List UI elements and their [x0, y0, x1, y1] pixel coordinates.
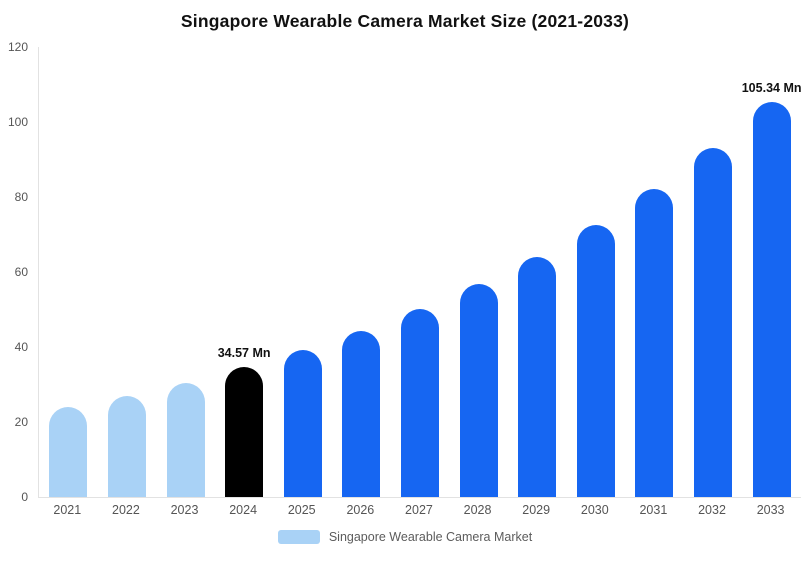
legend-label: Singapore Wearable Camera Market: [328, 530, 533, 544]
bar-2030[interactable]: [576, 224, 615, 497]
x-axis-label: 2022: [112, 503, 140, 517]
x-axis-label: 2029: [522, 503, 551, 517]
x-axis-label: 2033: [756, 503, 785, 517]
bar-column: [156, 47, 215, 497]
bar-column: [332, 47, 391, 497]
x-axis-label: 2026: [346, 503, 375, 517]
x-axis-label: 2027: [405, 503, 433, 517]
bar-2028[interactable]: [459, 284, 498, 497]
bar-2023[interactable]: [166, 382, 205, 497]
x-axis-label: 2021: [53, 503, 82, 517]
x-axis-label: 2028: [463, 503, 492, 517]
x-axis: 2021 2022 2023 2024 2025 2026 2027 2028 2029 2030…: [38, 503, 800, 517]
x-axis-label: 2031: [639, 503, 668, 517]
bar-2024[interactable]: [225, 367, 264, 497]
x-axis-label: 2023: [170, 503, 199, 517]
legend[interactable]: Singapore Wearable Camera Market: [0, 530, 810, 544]
y-tick-label: 20: [14, 415, 28, 429]
x-axis-label: 2030: [580, 503, 609, 517]
bar-column: [566, 47, 625, 497]
y-tick-label: 100: [7, 115, 28, 129]
x-axis-label: 2025: [287, 503, 316, 517]
x-axis-label: 2032: [698, 503, 726, 517]
bar-2025[interactable]: [283, 350, 322, 497]
bar-column: [684, 47, 743, 497]
bar-2029[interactable]: [518, 256, 557, 497]
plot-area: 34.57 Mn 105.34 Mn: [38, 47, 802, 498]
y-tick-label: 40: [14, 340, 28, 354]
bar-value-label: 105.34 Mn: [741, 80, 802, 95]
bar-column: [508, 47, 567, 497]
chart-title: Singapore Wearable Camera Market Size (2…: [180, 11, 630, 31]
bar-2026[interactable]: [342, 331, 381, 497]
bar-2022[interactable]: [107, 395, 146, 497]
bar-2027[interactable]: [400, 309, 439, 497]
bar-column: [273, 47, 332, 497]
bar-value-label: 34.57 Mn: [217, 346, 271, 361]
bars-container: 34.57 Mn 105.34 Mn: [39, 47, 802, 497]
y-tick-label: 0: [21, 490, 28, 504]
x-axis-label: 2024: [229, 503, 258, 517]
y-tick-label: 80: [14, 190, 28, 204]
bar-column: 34.57 Mn: [215, 47, 274, 497]
legend-swatch-icon: [277, 530, 320, 544]
bar-column: [449, 47, 508, 497]
y-tick-label: 120: [7, 40, 28, 54]
bar-2021[interactable]: [49, 407, 88, 497]
bar-2033[interactable]: [752, 101, 791, 497]
bar-column: 105.34 Mn: [741, 47, 802, 497]
bar-column: [391, 47, 450, 497]
bar-column: [98, 47, 157, 497]
bar-column: [39, 47, 98, 497]
y-axis: 0 20 40 60 80 100 120: [0, 0, 28, 562]
bar-2031[interactable]: [635, 188, 674, 497]
bar-column: [625, 47, 684, 497]
y-tick-label: 60: [14, 265, 28, 279]
bar-2032[interactable]: [694, 148, 732, 497]
